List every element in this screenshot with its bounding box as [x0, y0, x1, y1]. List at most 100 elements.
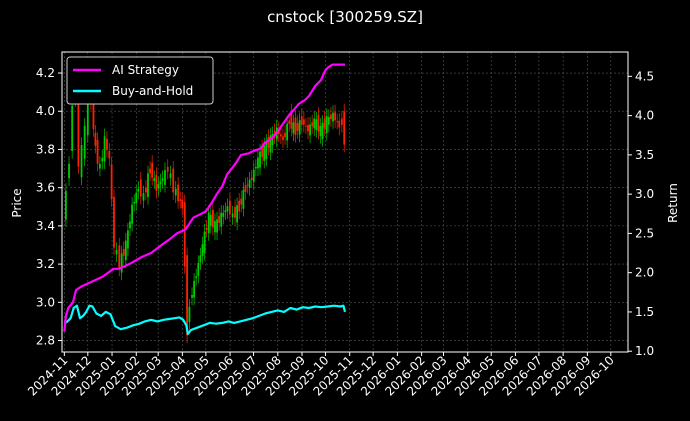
- price-candle-body: [292, 122, 295, 134]
- right-tick-label: 4.5: [635, 69, 654, 83]
- price-candle-body: [186, 255, 188, 336]
- price-candle-body: [309, 124, 311, 136]
- price-candle-body: [288, 120, 291, 125]
- price-candle-body: [214, 221, 216, 233]
- price-candle-body: [220, 212, 223, 227]
- price-candle-body: [302, 119, 305, 125]
- price-candle-body: [145, 187, 147, 193]
- price-candle-body: [330, 114, 332, 120]
- price-candle-body: [113, 196, 115, 248]
- price-candle-body: [142, 193, 145, 201]
- price-candle-body: [153, 178, 156, 182]
- right-tick-label: 2.5: [635, 226, 654, 240]
- price-candle-body: [147, 173, 149, 198]
- price-candle-body: [323, 118, 326, 129]
- price-candle-body: [137, 188, 140, 192]
- price-candle-body: [135, 192, 138, 204]
- right-axis-ticks: 1.0 1.5 2.0 2.5 3.0 3.5 4.0 4.5: [628, 69, 654, 358]
- price-candle-body: [263, 145, 266, 161]
- price-candle-body: [151, 162, 154, 178]
- price-candle-body: [298, 120, 301, 135]
- left-axis-label: Price: [10, 188, 24, 217]
- price-candle-body: [296, 123, 299, 131]
- price-candle-body: [103, 136, 106, 162]
- price-candle-body: [149, 168, 151, 174]
- price-candle-body: [201, 244, 204, 256]
- price-candle-body: [294, 117, 297, 136]
- price-candle-body: [305, 125, 307, 127]
- price-candle-body: [334, 112, 336, 121]
- price-candle-body: [240, 198, 243, 205]
- price-candle-body: [99, 163, 101, 169]
- price-candle-body: [327, 116, 330, 125]
- price-candle-body: [80, 145, 83, 178]
- right-tick-label: 1.5: [635, 305, 654, 319]
- price-candle-body: [118, 245, 121, 269]
- right-tick-label: 3.5: [635, 148, 654, 162]
- price-candle-body: [65, 190, 67, 220]
- price-candle-body: [216, 219, 218, 233]
- price-candle-body: [183, 202, 186, 267]
- price-candle-body: [157, 184, 160, 189]
- price-candle-body: [110, 164, 113, 200]
- price-candle-body: [207, 212, 210, 234]
- left-tick-label: 2.8: [36, 334, 55, 348]
- price-candle-body: [317, 114, 320, 132]
- right-tick-label: 4.0: [635, 109, 654, 123]
- price-candle-body: [108, 150, 111, 159]
- legend-box: [66, 56, 214, 105]
- price-candle-body: [177, 184, 179, 202]
- price-candle-body: [131, 204, 133, 224]
- left-tick-label: 4.0: [36, 104, 55, 118]
- price-candle-body: [199, 255, 202, 263]
- price-candle-body: [236, 205, 239, 223]
- price-candle-body: [71, 105, 74, 152]
- price-candle-body: [77, 77, 80, 167]
- price-candle-body: [271, 134, 274, 146]
- price-candle-body: [106, 138, 108, 150]
- price-candle-body: [139, 179, 142, 197]
- left-tick-label: 4.2: [36, 66, 55, 80]
- price-candle-body: [286, 123, 289, 141]
- price-candle-body: [332, 112, 334, 122]
- price-candle-body: [261, 147, 264, 157]
- price-candle-body: [172, 168, 175, 193]
- price-candle-body: [265, 141, 268, 159]
- price-candle-body: [86, 89, 89, 136]
- price-candle-body: [252, 169, 255, 182]
- price-candle-body: [343, 111, 346, 145]
- price-candle-body: [169, 173, 172, 179]
- price-candle-body: [181, 199, 184, 208]
- price-candle-body: [68, 163, 70, 179]
- price-candle-body: [246, 184, 249, 186]
- price-candle-body: [120, 253, 123, 273]
- price-candle-body: [179, 199, 182, 201]
- price-candle-body: [228, 200, 231, 215]
- price-candle-body: [222, 212, 225, 217]
- price-candle-body: [250, 177, 253, 180]
- price-candle-body: [234, 206, 236, 218]
- price-candle-body: [129, 221, 131, 229]
- price-candle-body: [267, 136, 270, 148]
- price-candle-body: [195, 276, 198, 279]
- price-candle-body: [244, 185, 247, 192]
- price-candle-body: [96, 139, 99, 164]
- left-axis-ticks: 2.8 3.0 3.2 3.4 3.6 3.8 4.0 4.2: [36, 66, 62, 348]
- price-candle-body: [224, 210, 227, 213]
- right-axis-label: Return: [666, 183, 680, 223]
- price-candle-body: [315, 119, 318, 130]
- right-tick-label: 2.0: [635, 266, 654, 280]
- price-candle-body: [115, 249, 118, 255]
- left-tick-label: 3.8: [36, 142, 55, 156]
- price-candle-body: [257, 157, 259, 169]
- price-candle-body: [133, 201, 136, 204]
- price-candle-body: [203, 231, 206, 253]
- left-tick-label: 3.0: [36, 295, 55, 309]
- legend-label-buy-and-hold: Buy-and-Hold: [112, 84, 193, 98]
- right-tick-label: 1.0: [635, 344, 654, 358]
- price-candle-body: [311, 122, 314, 127]
- price-candle-body: [340, 118, 343, 125]
- price-candle-body: [161, 178, 164, 182]
- plot-frame: [61, 51, 629, 353]
